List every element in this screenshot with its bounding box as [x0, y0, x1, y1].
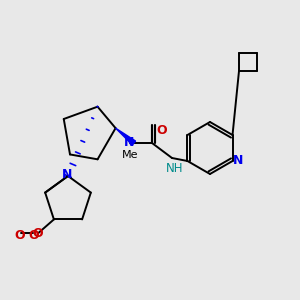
Polygon shape — [116, 128, 136, 145]
Text: Me: Me — [122, 150, 138, 160]
Text: N: N — [62, 169, 72, 182]
Text: O: O — [15, 229, 25, 242]
Text: O: O — [28, 229, 39, 242]
Text: N: N — [233, 154, 244, 167]
Text: NH: NH — [166, 161, 184, 175]
Text: O: O — [33, 227, 43, 240]
Text: N: N — [124, 136, 134, 148]
Text: O: O — [157, 124, 167, 136]
